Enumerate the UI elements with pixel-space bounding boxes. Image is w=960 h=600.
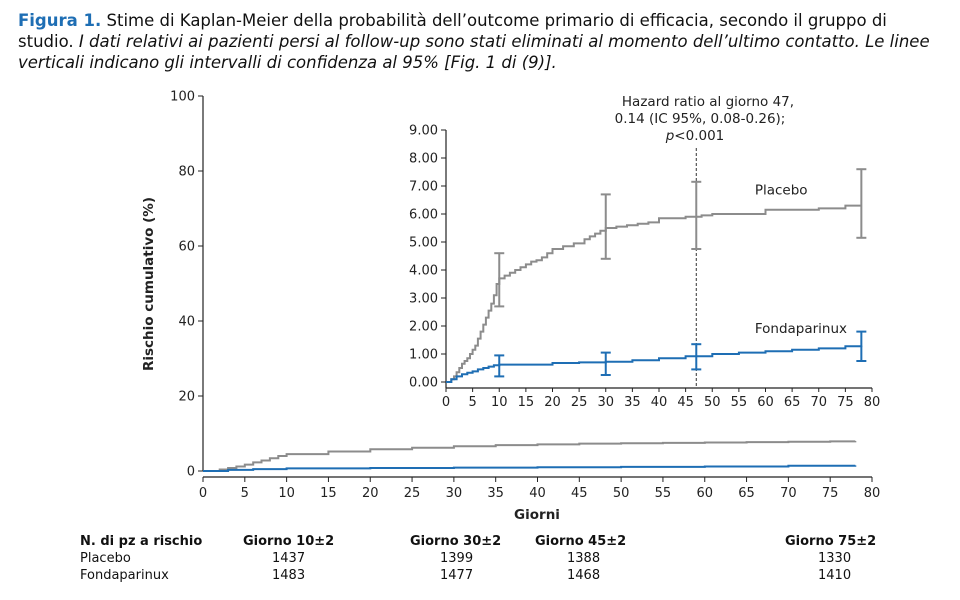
inset-y-tick-label: 3.00 [409,292,438,307]
main-y-tick-label: 60 [178,240,195,255]
inset-x-tick-label: 5 [468,395,476,410]
risk-header-day75: Giorno 75±2 [785,534,877,549]
inset-x-tick-label: 15 [518,395,535,410]
inset-x-tick-label: 60 [757,395,774,410]
inset-x-tick-label: 50 [704,395,721,410]
main-x-tick-label: 20 [362,486,379,501]
main-y-tick-label: 100 [170,90,195,105]
main-x-tick-label: 60 [696,486,713,501]
figure-label: Figura 1. [18,11,102,30]
main-x-tick-label: 80 [864,486,881,501]
series-label-placebo: Placebo [755,182,808,198]
main-x-tick-label: 25 [404,486,421,501]
risk-placebo-day75: 1330 [818,551,852,566]
main-x-tick-label: 40 [529,486,546,501]
inset-y-tick-label: 1.00 [409,348,438,363]
main-y-tick-label: 40 [178,315,195,330]
inset-y-tick-label: 4.00 [409,264,438,279]
risk-table-title: N. di pz a rischio [80,534,203,549]
main-x-tick-label: 75 [822,486,839,501]
inset-x-tick-label: 65 [784,395,801,410]
main-y-axis-label: Rischio cumulativo (%) [141,197,157,371]
risk-fondaparinux-day30: 1477 [440,568,474,583]
risk-fondaparinux-day45: 1468 [567,568,601,583]
risk-placebo-day10: 1437 [272,551,306,566]
inset-x-tick-label: 35 [624,395,641,410]
inset-series-placebo [446,204,862,383]
main-x-tick-label: 10 [278,486,295,501]
risk-fondaparinux-day10: 1483 [272,568,306,583]
main-x-tick-label: 5 [241,486,249,501]
risk-header-day10: Giorno 10±2 [243,534,335,549]
inset-x-tick-label: 0 [442,395,450,410]
caption-text: Stime di Kaplan-Meier della probabilità … [18,11,887,51]
figure-caption: Figura 1. Stime di Kaplan-Meier della pr… [18,10,943,73]
inset-y-tick-label: 8.00 [409,152,438,167]
inset-y-tick-label: 5.00 [409,236,438,251]
hazard-ratio-text-1: Hazard ratio al giorno 47, [622,94,794,110]
main-y-tick-label: 0 [187,465,195,480]
main-x-tick-label: 0 [199,486,207,501]
inset-x-tick-label: 40 [651,395,668,410]
main-x-tick-label: 15 [320,486,337,501]
risk-header-day30: Giorno 30±2 [410,534,502,549]
hazard-ratio-text-2: 0.14 (IC 95%, 0.08-0.26); [615,111,786,127]
main-series-placebo [203,440,857,472]
inset-x-tick-label: 30 [597,395,614,410]
main-y-tick-label: 20 [178,390,195,405]
inset-x-tick-label: 70 [810,395,827,410]
inset-y-tick-label: 9.00 [409,124,438,139]
main-x-tick-label: 50 [613,486,630,501]
inset-y-tick-label: 0.00 [409,376,438,391]
inset-y-tick-label: 2.00 [409,320,438,335]
risk-header-day45: Giorno 45±2 [535,534,627,549]
inset-x-tick-label: 80 [864,395,881,410]
main-x-tick-label: 65 [738,486,755,501]
inset-x-tick-label: 10 [491,395,508,410]
risk-fondaparinux-day75: 1410 [818,568,852,583]
main-series-fondaparinux [203,464,857,472]
inset-x-tick-label: 25 [571,395,588,410]
main-x-axis-label: Giorni [514,507,560,523]
main-x-tick-label: 45 [571,486,588,501]
inset-x-tick-label: 45 [677,395,694,410]
main-x-tick-label: 35 [487,486,504,501]
main-x-tick-label: 30 [446,486,463,501]
inset-x-tick-label: 55 [731,395,748,410]
hazard-ratio-pvalue: p<0.001 [665,128,725,144]
inset-x-tick-label: 75 [837,395,854,410]
inset-series-fondaparinux [446,345,863,383]
inset-y-tick-label: 7.00 [409,180,438,195]
risk-row-placebo-label: Placebo [80,551,131,566]
main-x-tick-label: 55 [655,486,672,501]
inset-x-tick-label: 20 [544,395,561,410]
main-y-tick-label: 80 [178,165,195,180]
caption-italic-text: I dati relativi ai pazienti persi al fol… [18,32,930,72]
series-label-fondaparinux: Fondaparinux [755,321,847,337]
main-x-tick-label: 70 [780,486,797,501]
risk-row-fondaparinux-label: Fondaparinux [80,568,169,583]
risk-placebo-day30: 1399 [440,551,474,566]
inset-y-tick-label: 6.00 [409,208,438,223]
risk-placebo-day45: 1388 [567,551,601,566]
